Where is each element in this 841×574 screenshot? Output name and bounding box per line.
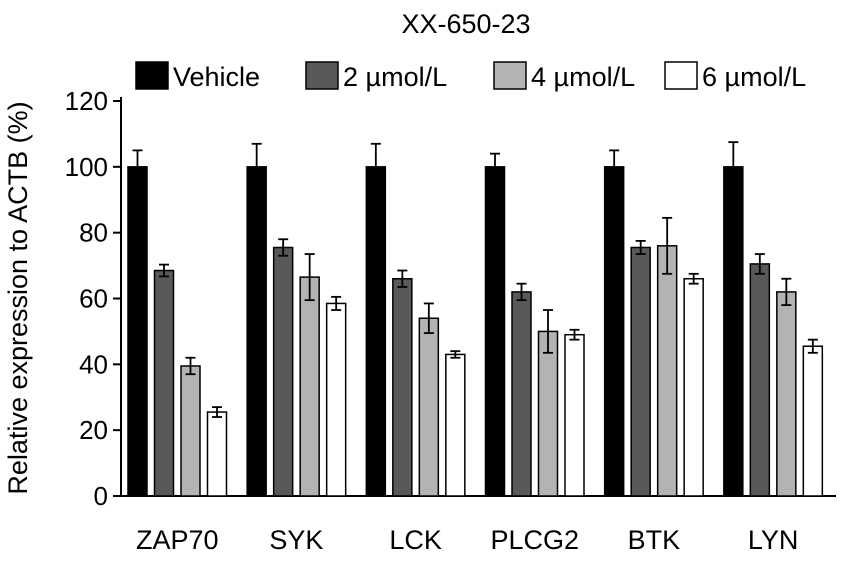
legend-label: 6 µmol/L	[702, 62, 806, 92]
bar	[272, 246, 294, 497]
bar	[564, 333, 585, 497]
x-tick-label: PLCG2	[490, 525, 579, 555]
y-tick-label: 0	[94, 481, 108, 511]
x-tick-label: LYN	[748, 525, 799, 555]
bar	[630, 246, 651, 497]
bar	[325, 302, 347, 497]
bar	[418, 317, 440, 497]
bar	[299, 276, 320, 497]
bar	[206, 411, 228, 497]
bars	[127, 141, 824, 497]
bar	[127, 166, 148, 497]
bar	[537, 330, 559, 497]
legend-swatch	[305, 61, 339, 90]
x-tick-label: BTK	[628, 525, 681, 555]
bar	[749, 263, 771, 497]
y-tick-label: 40	[79, 349, 108, 379]
bar	[153, 269, 175, 497]
x-tick-label: SYK	[269, 525, 323, 555]
legend-label: 2 µmol/L	[343, 62, 447, 92]
bar	[392, 278, 413, 497]
legend-label: Vehicle	[173, 62, 260, 92]
bar	[246, 166, 267, 497]
legend-swatch	[664, 61, 698, 90]
y-tick-label: 20	[79, 415, 108, 445]
bar	[683, 278, 704, 497]
chart-title: XX-650-23	[401, 9, 530, 39]
bar	[180, 365, 201, 497]
bar	[802, 345, 824, 497]
y-tick-label: 60	[79, 284, 108, 314]
bar	[723, 166, 744, 497]
y-tick-label: 100	[65, 152, 108, 182]
x-tick-label: ZAP70	[136, 525, 219, 555]
legend: Vehicle 2 µmol/L 4 µmol/L 6 µmol/L	[135, 61, 806, 92]
y-axis-label: Relative expression to ACTB (%)	[3, 101, 33, 494]
bar	[365, 166, 387, 497]
bar	[511, 291, 532, 497]
bar	[484, 166, 506, 497]
legend-swatch	[493, 61, 527, 90]
bar	[776, 291, 797, 497]
legend-swatch	[135, 61, 169, 90]
y-tick-label: 80	[79, 218, 108, 248]
x-tick-label: LCK	[389, 525, 442, 555]
bar	[656, 245, 678, 497]
legend-label: 4 µmol/L	[531, 62, 635, 92]
y-tick-label: 120	[65, 86, 108, 116]
bar	[445, 353, 466, 497]
bar	[603, 166, 625, 497]
axes: 0 20 40 60 80 100 120 ZAP70 SYK LCK PLCG2 BTK LYN	[65, 86, 836, 555]
